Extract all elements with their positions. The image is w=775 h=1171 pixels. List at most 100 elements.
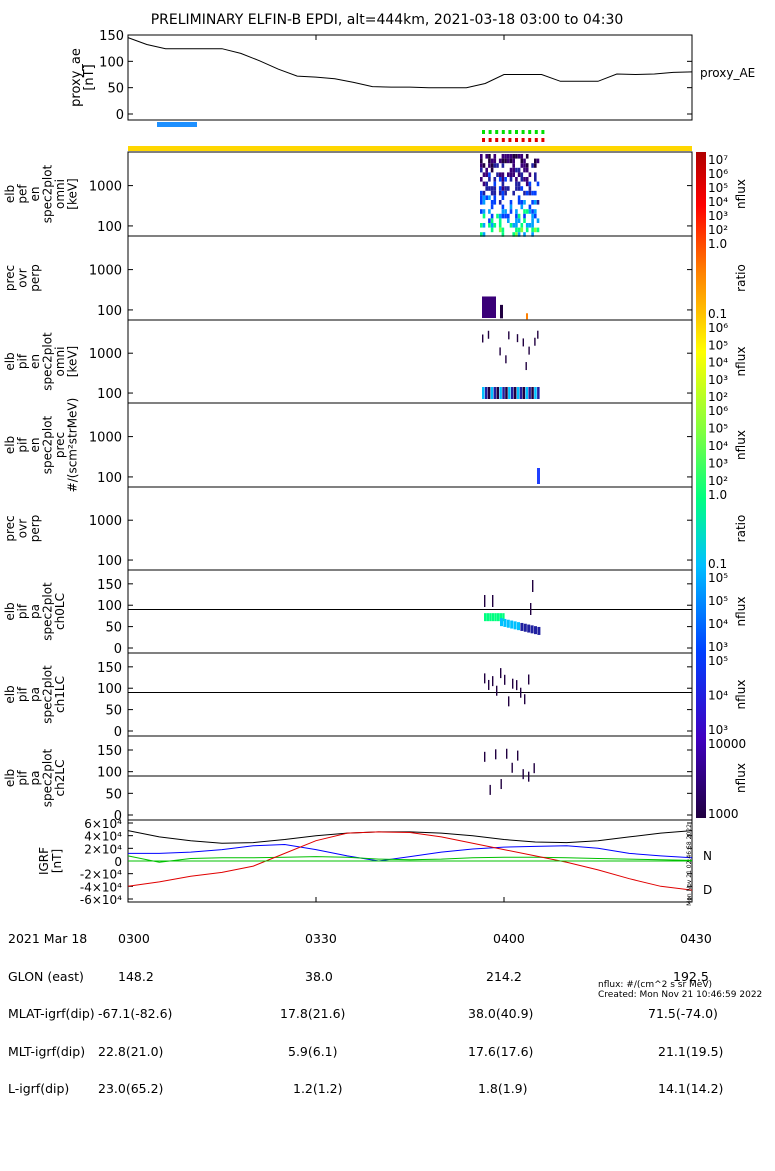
footer-value: 38.0 [305,968,333,984]
epd-green-tick [521,130,525,134]
spectrogram-pixel [501,232,505,237]
footer-date: 2021 Mar 18 [8,931,88,946]
spectrogram-pixel [505,355,507,364]
panel-ylabel: pif [16,603,30,619]
spectrogram-pixel [523,190,526,196]
spectrogram-pixel [531,213,534,219]
spectrogram-pixel [487,387,491,399]
spectrogram-pixel [525,223,529,228]
igrf-ytick-label: 2×10⁴ [84,842,122,856]
footer-value: 17.8(21.6) [280,1006,346,1021]
panel-frame [127,402,693,488]
panel-ylabel: omni [53,179,67,209]
spectrogram-pixel [530,603,532,615]
colorbar-tick-label: 0.1 [708,557,727,571]
spectrogram-pixel [528,387,531,399]
spectrogram-pixel [509,223,513,228]
colorbar-tick-label: 1000 [708,807,739,821]
epd-green-tick [515,130,518,134]
spectrogram-pixel [501,209,505,214]
spectrogram-pixel [517,218,521,223]
spectrogram-pixel [485,154,488,159]
panel-ylabel: elb [3,436,17,454]
spectrogram-pixel [488,154,491,159]
spectrogram-pixel [493,387,497,399]
spectrogram-pixel [501,213,505,219]
footer-time-0300: 0300 [118,931,150,946]
panel-ylabel: elb [3,185,17,203]
footer-row-1: GLON (east) 148.2 38.0 214.2 192.5 [8,970,709,984]
ae-frame [127,34,693,121]
spectrogram-pixel [517,622,520,631]
spectrogram-pixel [534,200,537,205]
footer-row-4: L-igrf(dip) 23.0(65.2) 1.2(1.2) 1.8(1.9)… [8,1082,723,1096]
spectrogram-pixel [534,190,537,196]
panel-ylabel: ch2LC [53,760,67,797]
spectrogram-pixel [531,163,534,168]
spectrogram-pixel [484,673,486,684]
spectrogram-pixel [480,195,483,200]
panel-ylabel: en [28,438,42,453]
spectrogram-pixel [525,362,527,371]
spectrogram-pixel [515,213,518,219]
panel-ytick-label: 150 [97,661,122,676]
panel-ytick-label: 100 [97,682,122,697]
footer-value: -67.1(-82.6) [98,1006,173,1021]
spectrogram-pixel [508,696,510,707]
spectrogram-pixel [482,296,496,318]
footer-label-mlt: MLT-igrf(dip) [8,1043,86,1059]
spectrogram-pixel [501,177,505,182]
panel-ylabel: spec2plot [41,332,55,391]
footer-value: 214.2 [486,968,522,984]
spectrogram-pixel [480,177,483,182]
spectrogram-pixel [493,177,497,182]
spectrogram-pixel [531,387,534,399]
spectrogram-pixel [509,209,513,214]
panel-ytick-label: 100 [97,471,122,486]
spectrogram-pixel [493,223,497,228]
spectrogram-pixel [525,167,529,173]
spectrogram-pixel [522,338,524,347]
spectrogram-pixel [496,213,499,219]
spectrogram-pixel [520,154,524,159]
igrf-ytick-label: -2×10⁴ [80,868,122,882]
spectrogram-pixel [496,163,499,168]
panel-ytick-label: 0 [114,642,122,657]
epd-green-tick [482,130,485,134]
spectrogram-pixel [501,186,505,191]
ae-ytick-label: 50 [107,82,124,97]
footer: 2021 Mar 18 0300 0330 0400 0430 GLON (ea… [8,908,762,1133]
spectrogram-pixel [520,186,524,191]
panel-ylabel: elb [3,769,17,787]
panel-ylabel: prec [3,515,17,541]
spectrogram-pixel [512,154,515,159]
colorbar-tick-label: 10² [708,223,728,237]
spectrogram-pixel [523,163,526,168]
spectrogram-pixel [520,172,524,177]
spectrogram-pixel [526,313,528,320]
created-stamp: Created: Mon Nov 21 10:46:59 2022 [598,990,763,1000]
panel-ytick-label: 100 [97,554,122,569]
spectrogram-pixel [484,613,487,622]
spectrogram-pixel [520,177,524,182]
spectrogram-pixel [534,213,537,219]
spectrogram-pixel [488,158,491,164]
ae-ytick-label: 100 [99,55,124,70]
footer-value: 1.2(1.2) [293,1081,343,1096]
spectrogram-pixel [490,223,494,228]
colorbar-tick-label: 10³ [708,723,728,737]
spectrogram-pixel [536,227,540,233]
spectrogram-pixel [536,158,540,164]
footer-value: 192.5 [673,968,709,984]
spectrogram-pixel [484,751,486,762]
panel-ylabel: elb [3,602,17,620]
spectrogram-pixel [525,163,529,168]
spectrogram-pixel [504,190,507,196]
spectrogram-pixel [490,163,494,168]
spectrogram-pixel [504,158,507,164]
ae-ytick-label: 0 [116,108,124,123]
spectrogram-pixel [509,158,513,164]
spectrogram-pixel [508,331,510,340]
spectrogram-pixel [480,232,483,237]
epd-green-tick [541,130,545,134]
